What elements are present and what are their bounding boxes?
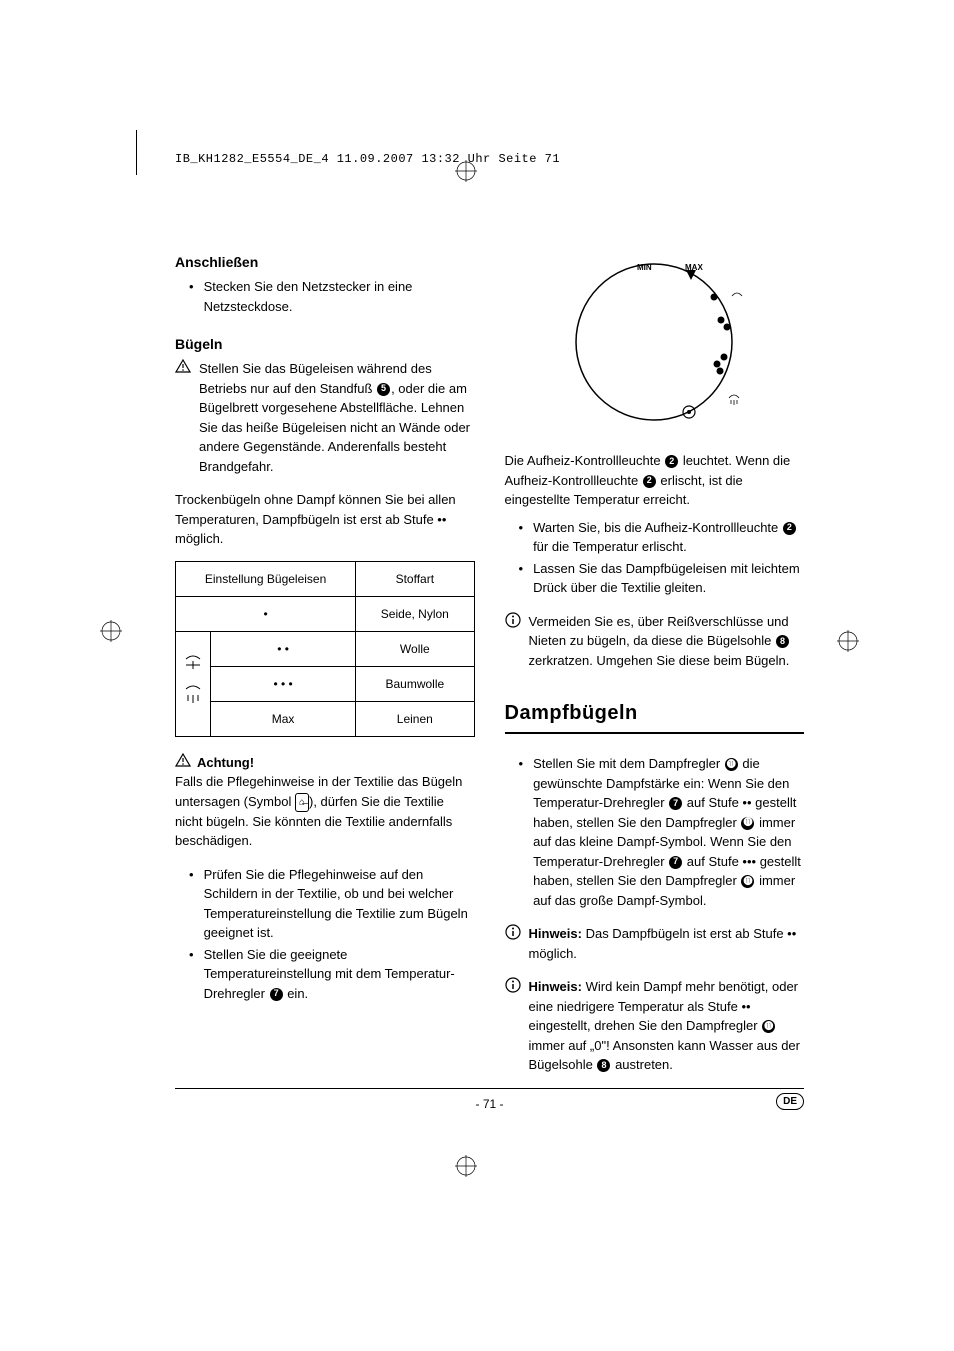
- bullet-icon: •: [189, 277, 194, 316]
- page-content: Anschließen • Stecken Sie den Netzstecke…: [175, 252, 804, 1075]
- cell-setting: • •: [211, 631, 356, 666]
- text: zerkratzen. Umgehen Sie diese beim Bügel…: [529, 653, 790, 668]
- th-fabric: Stoffart: [356, 561, 474, 596]
- table-row: Max Leinen: [176, 701, 475, 736]
- ref-circle-icon: 5: [377, 383, 390, 396]
- cell-fabric: Wolle: [356, 631, 474, 666]
- footer-row: - 71 - DE: [175, 1095, 804, 1113]
- text: ein.: [284, 986, 309, 1001]
- crop-mark-icon: [100, 620, 122, 648]
- info-item: Hinweis: Wird kein Dampf mehr benötigt, …: [505, 977, 805, 1075]
- bullet-text: Warten Sie, bis die Aufheiz-Kontrollleuc…: [533, 518, 804, 557]
- paragraph: Die Aufheiz-Kontrollleuchte 2 leuchtet. …: [505, 451, 805, 510]
- language-badge: DE: [776, 1093, 804, 1110]
- ref-circle-icon: 2: [665, 455, 678, 468]
- dial-min-label: MIN: [637, 263, 652, 272]
- ref-circle-icon: 7: [270, 988, 283, 1001]
- text: Die Aufheiz-Kontrollleuchte: [505, 453, 665, 468]
- print-header: IB_KH1282_E5554_DE_4 11.09.2007 13:32 Uh…: [175, 150, 560, 168]
- ref-circle-icon: 8: [597, 1059, 610, 1072]
- page-number: - 71 -: [475, 1095, 503, 1113]
- text: Vermeiden Sie es, über Reißverschlüsse u…: [529, 614, 789, 649]
- table-row: • • Wolle: [176, 631, 475, 666]
- achtung-heading: Achtung!: [175, 753, 475, 773]
- ref-circle-icon: 8: [776, 635, 789, 648]
- bullet-icon: •: [519, 518, 524, 557]
- bullet-item: • Prüfen Sie die Pflegehinweise auf den …: [189, 865, 475, 943]
- bullet-text: Stecken Sie den Netzstecker in eine Netz…: [204, 277, 475, 316]
- crop-mark-icon: [455, 1155, 477, 1183]
- section-title: Dampfbügeln: [505, 698, 805, 728]
- page-footer: - 71 - DE: [175, 1088, 804, 1113]
- text: Warten Sie, bis die Aufheiz-Kontrollleuc…: [533, 520, 782, 535]
- bullet-text: Stellen Sie mit dem Dampfregler ⓫ die ge…: [533, 754, 804, 910]
- info-text: Hinweis: Wird kein Dampf mehr benötigt, …: [529, 977, 805, 1075]
- bullet-text: Prüfen Sie die Pflegehinweise auf den Sc…: [204, 865, 475, 943]
- cell-fabric: Baumwolle: [356, 666, 474, 701]
- bullet-icon: •: [189, 865, 194, 943]
- ref-circle-icon: 7: [669, 797, 682, 810]
- warning-text: Stellen Sie das Bügeleisen während des B…: [199, 359, 475, 476]
- info-icon: [505, 612, 529, 671]
- paragraph: Trockenbügeln ohne Dampf können Sie bei …: [175, 490, 475, 549]
- bullet-text: Lassen Sie das Dampfbügeleisen mit leich…: [533, 559, 804, 598]
- bullet-item: • Stellen Sie mit dem Dampfregler ⓫ die …: [519, 754, 805, 910]
- heading-connect: Anschließen: [175, 252, 475, 273]
- ref-circle-icon: ⓫: [725, 758, 738, 771]
- text: für die Temperatur erlischt.: [533, 539, 687, 554]
- achtung-label: Achtung!: [197, 753, 254, 773]
- info-icon: [505, 977, 529, 1075]
- hinweis-label: Hinweis:: [529, 926, 582, 941]
- info-icon: [505, 924, 529, 963]
- info-item: Vermeiden Sie es, über Reißverschlüsse u…: [505, 612, 805, 671]
- ref-circle-icon: ⓫: [741, 817, 754, 830]
- left-column: Anschließen • Stecken Sie den Netzstecke…: [175, 252, 475, 1075]
- table-row: • Seide, Nylon: [176, 596, 475, 631]
- cell-setting: • • •: [211, 666, 356, 701]
- warning-icon: [175, 359, 199, 476]
- crop-mark-icon: [837, 630, 859, 658]
- dial-diagram: MIN MAX: [505, 252, 805, 427]
- warning-item: Stellen Sie das Bügeleisen während des B…: [175, 359, 475, 476]
- footer-rule: [175, 1088, 804, 1089]
- ref-circle-icon: 7: [669, 856, 682, 869]
- no-iron-icon: ⌂̶: [295, 793, 309, 812]
- bullet-icon: •: [189, 945, 194, 1004]
- right-column: MIN MAX: [505, 252, 805, 1075]
- ref-circle-icon: 2: [643, 475, 656, 488]
- bullet-icon: •: [519, 559, 524, 598]
- info-item: Hinweis: Das Dampfbügeln ist erst ab Stu…: [505, 924, 805, 963]
- th-setting: Einstellung Bügeleisen: [176, 561, 356, 596]
- bullet-item: • Warten Sie, bis die Aufheiz-Kontrollle…: [519, 518, 805, 557]
- bullet-item: • Lassen Sie das Dampfbügeleisen mit lei…: [519, 559, 805, 598]
- text: austreten.: [611, 1057, 672, 1072]
- bullet-item: • Stellen Sie die geeignete Temperaturei…: [189, 945, 475, 1004]
- bullet-icon: •: [519, 754, 524, 910]
- ref-circle-icon: ⓫: [741, 875, 754, 888]
- hinweis-label: Hinweis:: [529, 979, 582, 994]
- table-row: • • • Baumwolle: [176, 666, 475, 701]
- text: Stellen Sie mit dem Dampfregler: [533, 756, 724, 771]
- cell-fabric: Leinen: [356, 701, 474, 736]
- crop-mark-icon: [455, 160, 477, 188]
- heading-iron: Bügeln: [175, 334, 475, 355]
- cell-setting: •: [176, 596, 356, 631]
- crop-guide-vline: [136, 130, 137, 175]
- section-rule: [505, 732, 805, 734]
- fabric-table: Einstellung Bügeleisen Stoffart • Seide,…: [175, 561, 475, 737]
- info-text: Hinweis: Das Dampfbügeln ist erst ab Stu…: [529, 924, 805, 963]
- info-text: Vermeiden Sie es, über Reißverschlüsse u…: [529, 612, 805, 671]
- cell-fabric: Seide, Nylon: [356, 596, 474, 631]
- bullet-text: Stellen Sie die geeignete Temperatureins…: [204, 945, 475, 1004]
- bullet-item: • Stecken Sie den Netzstecker in eine Ne…: [189, 277, 475, 316]
- table-header-row: Einstellung Bügeleisen Stoffart: [176, 561, 475, 596]
- steam-icon: [182, 651, 204, 711]
- cell-setting: Max: [211, 701, 356, 736]
- text: Stellen Sie die geeignete Temperatureins…: [204, 947, 455, 1001]
- ref-circle-icon: ⓫: [762, 1020, 775, 1033]
- cell-steam-icon: [176, 631, 211, 736]
- ref-circle-icon: 2: [783, 522, 796, 535]
- warning-icon: [175, 753, 191, 773]
- paragraph: Falls die Pflegehinweise in der Textilie…: [175, 772, 475, 851]
